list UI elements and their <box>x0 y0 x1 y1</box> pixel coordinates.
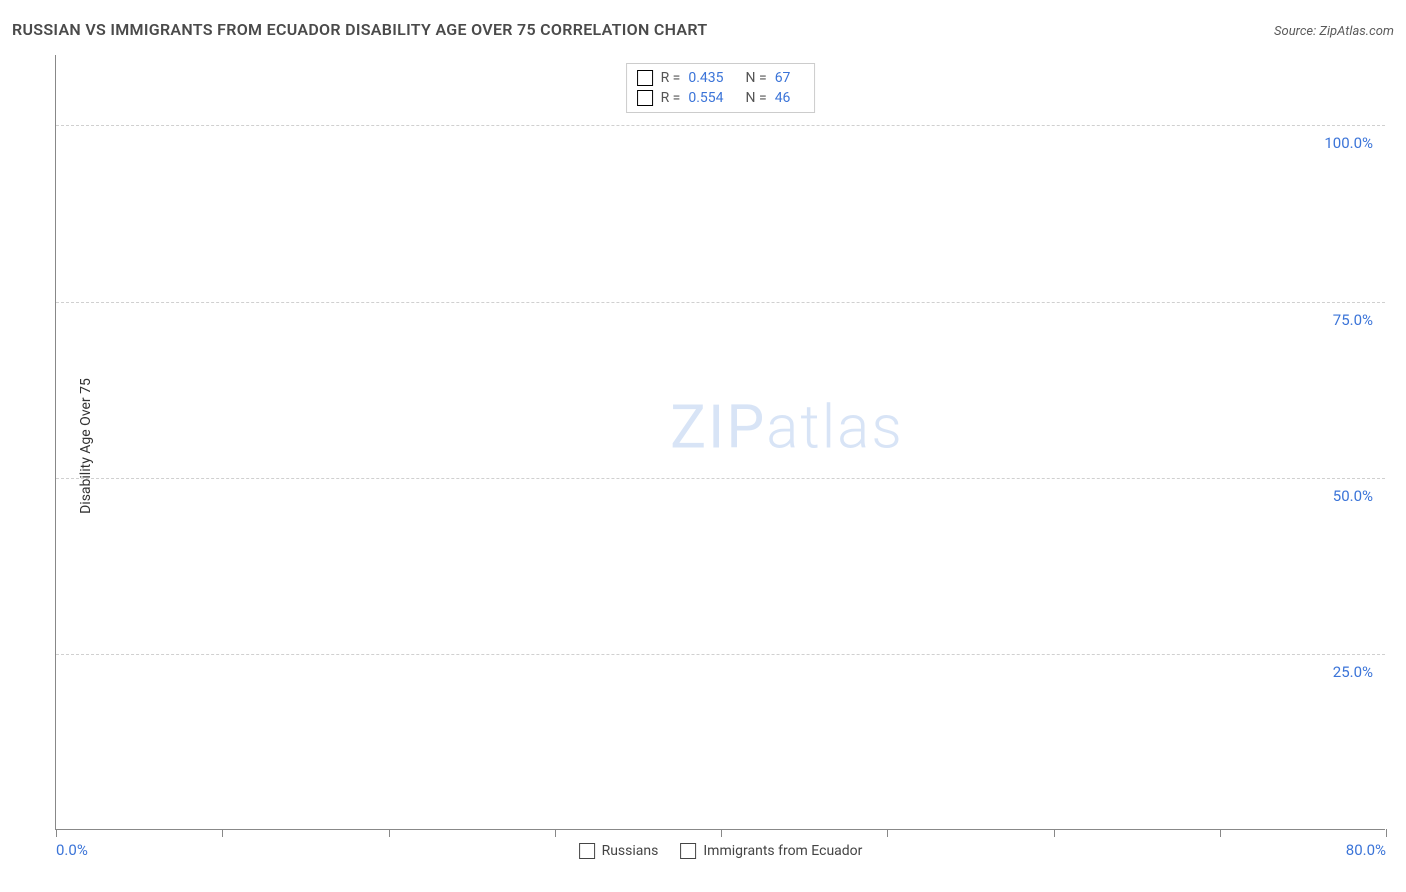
correlation-stats-legend: R = 0.435 N = 67 R = 0.554 N = 46 <box>626 63 816 113</box>
legend-swatch-russians <box>579 843 595 859</box>
source-attribution: Source: ZipAtlas.com <box>1274 24 1394 39</box>
x-tick-label: 80.0% <box>1346 841 1386 859</box>
legend-label-russians: Russians <box>602 843 659 859</box>
legend-label-ecuador: Immigrants from Ecuador <box>703 843 862 859</box>
x-tick <box>1054 829 1055 837</box>
n-value-ecuador: 46 <box>775 90 791 106</box>
chart-plot-area: ZIPatlas 25.0%50.0%75.0%100.0% R = 0.435… <box>55 55 1385 830</box>
x-tick <box>222 829 223 837</box>
legend-item-ecuador: Immigrants from Ecuador <box>680 843 862 859</box>
stats-row-ecuador: R = 0.554 N = 46 <box>637 88 805 108</box>
r-value-ecuador: 0.554 <box>688 90 723 106</box>
stats-row-russians: R = 0.435 N = 67 <box>637 68 805 88</box>
x-tick <box>1220 829 1221 837</box>
x-tick <box>555 829 556 837</box>
legend-swatch-ecuador <box>680 843 696 859</box>
x-tick <box>721 829 722 837</box>
n-value-russians: 67 <box>775 70 791 86</box>
x-tick-label: 0.0% <box>56 841 88 859</box>
x-tick <box>56 829 57 837</box>
series-legend: Russians Immigrants from Ecuador <box>579 843 863 859</box>
x-tick <box>389 829 390 837</box>
legend-item-russians: Russians <box>579 843 659 859</box>
r-value-russians: 0.435 <box>688 70 723 86</box>
swatch-ecuador <box>637 90 653 106</box>
x-tick <box>887 829 888 837</box>
chart-title: RUSSIAN VS IMMIGRANTS FROM ECUADOR DISAB… <box>12 20 708 39</box>
swatch-russians <box>637 70 653 86</box>
x-tick <box>1386 829 1387 837</box>
scatter-svg <box>56 55 1385 829</box>
